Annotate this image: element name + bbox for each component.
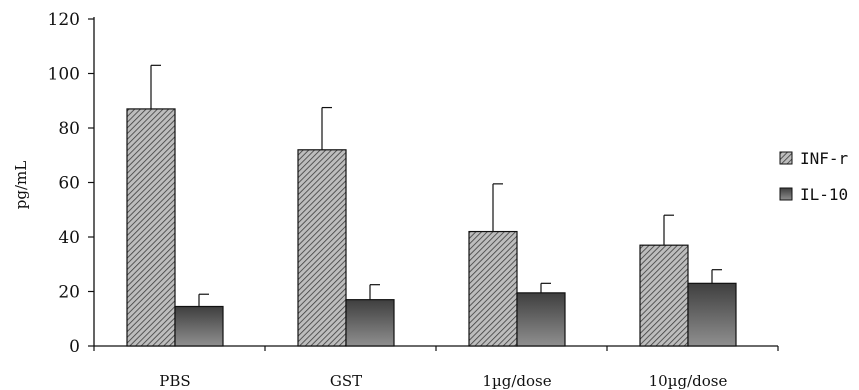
y-tick-label: 120: [48, 10, 80, 30]
bar-il-10-3: [516, 292, 566, 347]
x-category-label: 10µg/dose: [649, 372, 728, 390]
legend-label: INF-r: [800, 149, 849, 168]
x-category-label: GST: [330, 372, 362, 390]
x-category-label: PBS: [159, 372, 190, 390]
y-tick-label: 60: [58, 174, 80, 194]
y-tick-label: 0: [69, 337, 80, 357]
bar-il-10-2: [345, 299, 395, 347]
y-axis-title: pg/mL: [12, 161, 30, 209]
legend-swatch: [779, 187, 793, 201]
x-category-label: 1µg/dose: [482, 372, 551, 390]
bar-inf-r-1: [126, 108, 176, 347]
legend-label: IL-10: [800, 185, 848, 204]
bar-il-10-1: [174, 305, 224, 347]
y-tick-label: 20: [58, 283, 80, 303]
y-tick-label: 80: [58, 119, 80, 139]
y-tick-label: 40: [58, 228, 80, 248]
legend-swatch: [779, 151, 793, 165]
bar-inf-r-4: [639, 244, 689, 347]
bar-il-10-4: [687, 282, 737, 347]
bar-inf-r-2: [297, 149, 347, 347]
y-tick-label: 100: [48, 65, 80, 85]
bar-inf-r-3: [468, 230, 518, 347]
